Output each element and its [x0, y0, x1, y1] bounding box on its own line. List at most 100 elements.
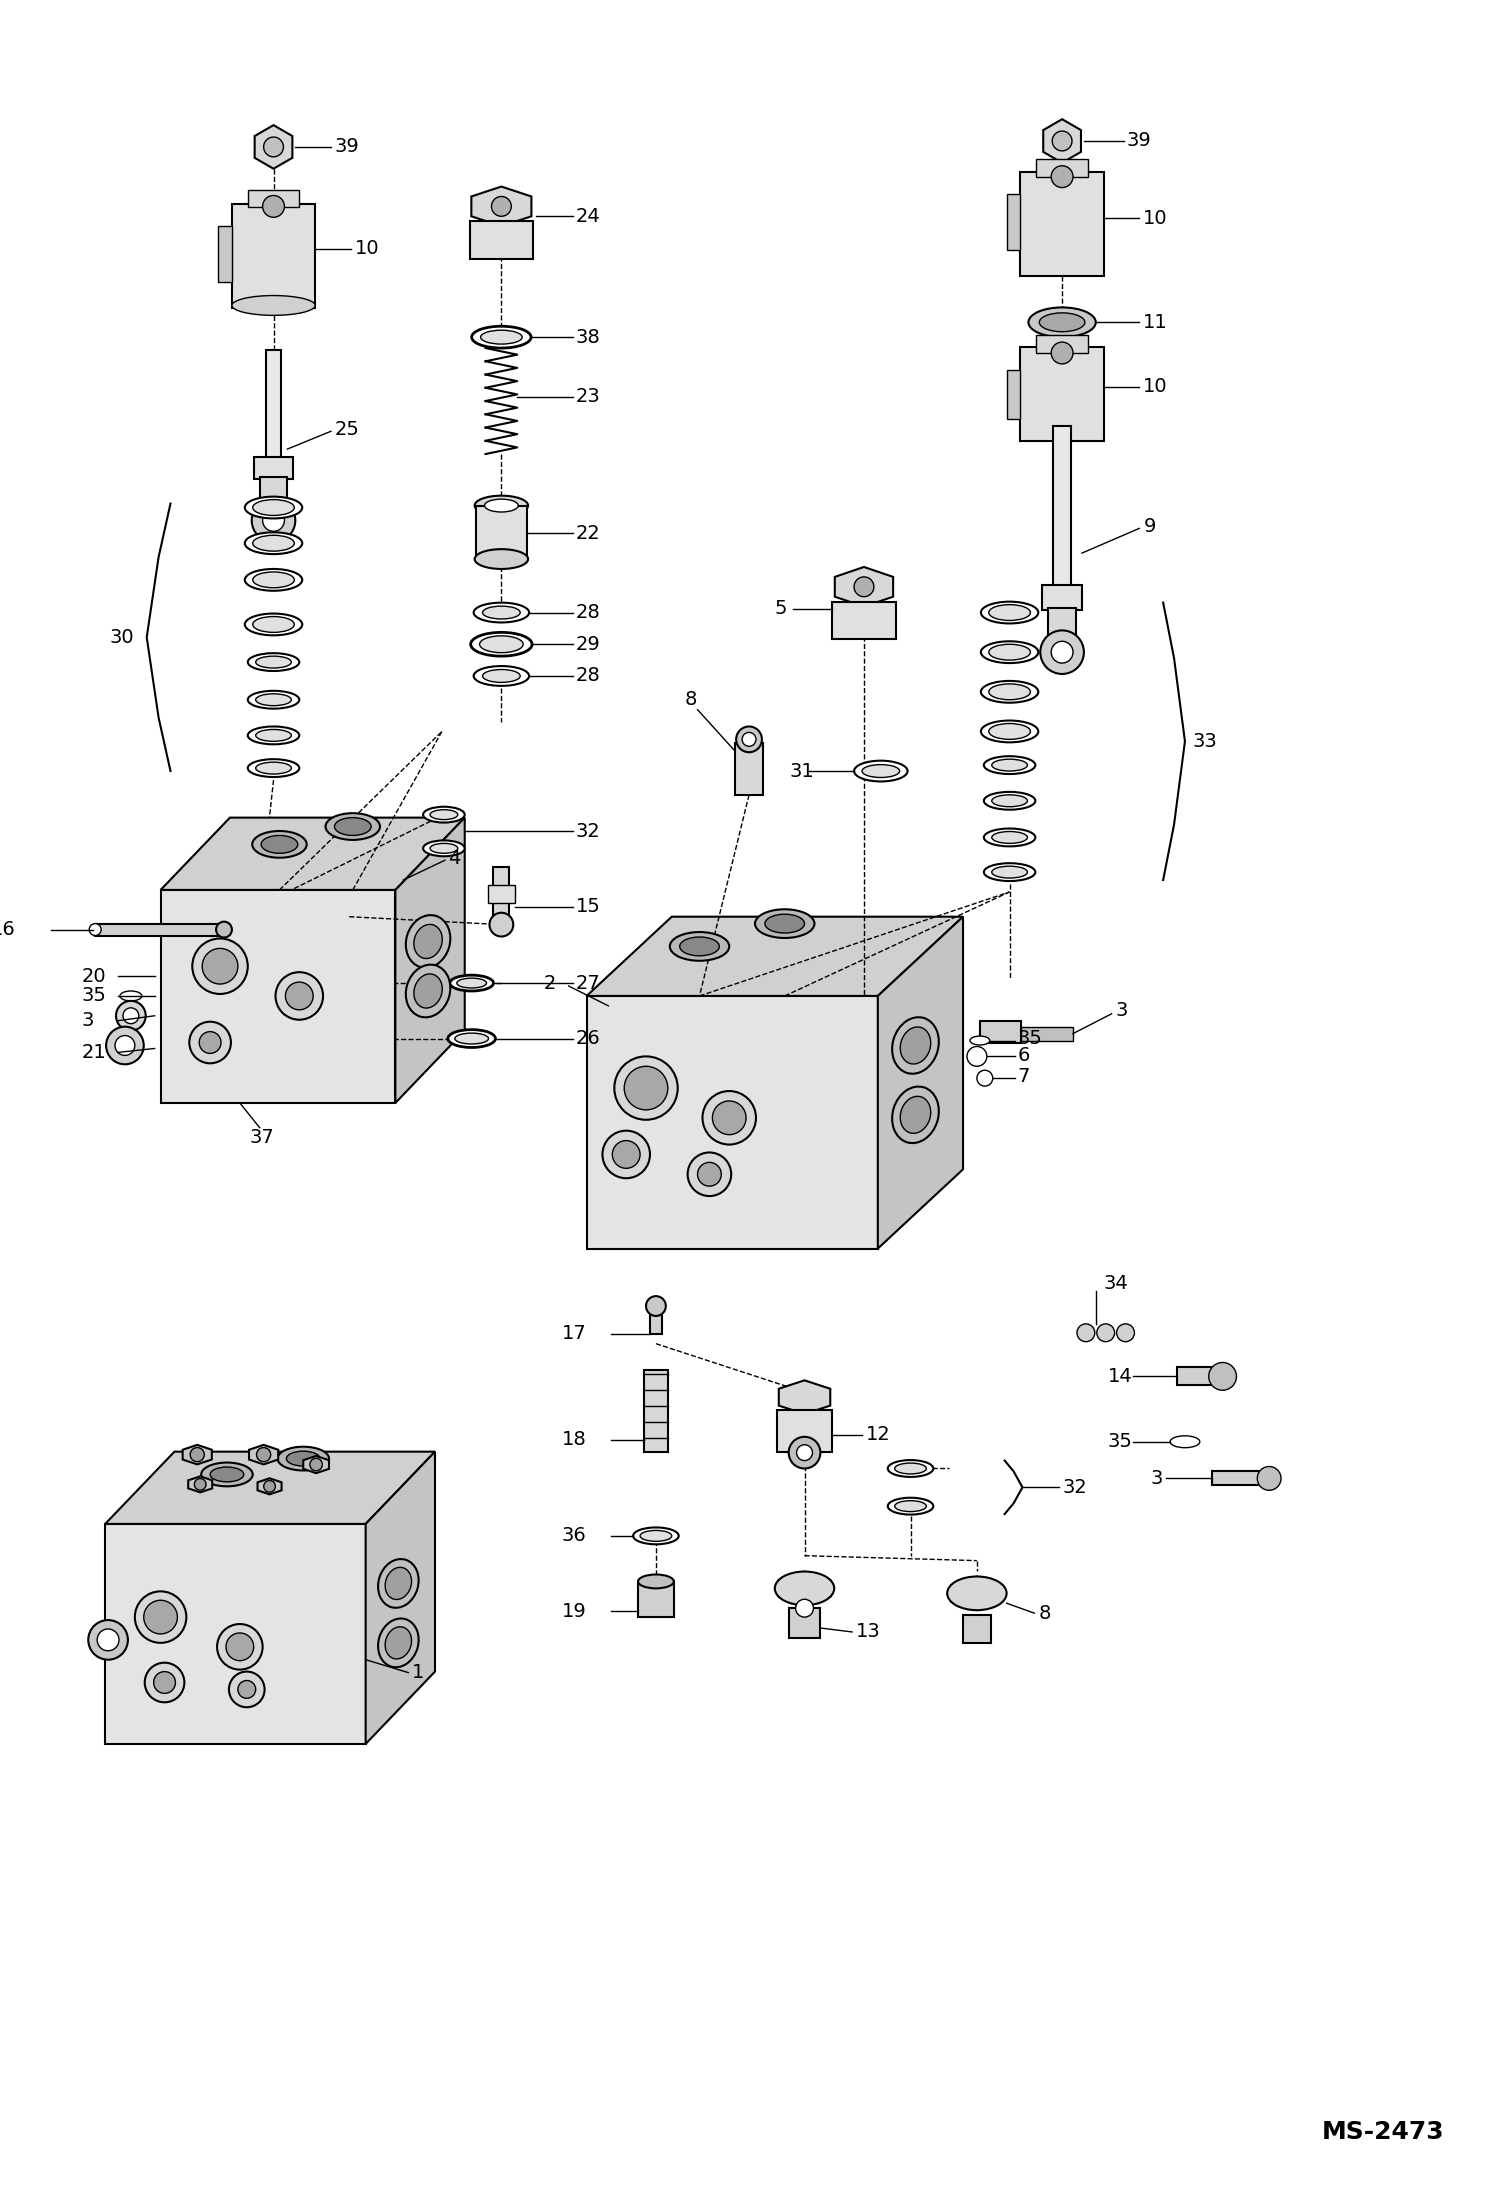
- Ellipse shape: [252, 831, 307, 857]
- Circle shape: [135, 1592, 186, 1643]
- Bar: [638, 1581, 674, 1616]
- Circle shape: [1257, 1467, 1281, 1491]
- Circle shape: [88, 1621, 127, 1660]
- Bar: [1049, 607, 1076, 649]
- Circle shape: [192, 939, 247, 993]
- Circle shape: [195, 1478, 207, 1491]
- Text: 5: 5: [774, 599, 788, 618]
- Text: 35: 35: [1107, 1432, 1132, 1452]
- Ellipse shape: [430, 844, 458, 853]
- Ellipse shape: [1170, 1436, 1200, 1447]
- Ellipse shape: [638, 1575, 674, 1588]
- Circle shape: [144, 1601, 177, 1634]
- Ellipse shape: [640, 1531, 671, 1542]
- Text: 33: 33: [1192, 732, 1218, 750]
- Ellipse shape: [377, 1618, 418, 1667]
- Ellipse shape: [406, 965, 451, 1018]
- Circle shape: [264, 136, 283, 158]
- Ellipse shape: [473, 603, 529, 623]
- Ellipse shape: [479, 636, 523, 654]
- Circle shape: [252, 498, 295, 542]
- Ellipse shape: [413, 974, 442, 1009]
- Ellipse shape: [981, 640, 1038, 662]
- Text: 31: 31: [789, 761, 815, 781]
- Ellipse shape: [244, 568, 303, 590]
- Text: 28: 28: [575, 667, 601, 686]
- Text: 17: 17: [562, 1325, 587, 1344]
- Ellipse shape: [888, 1461, 933, 1476]
- Circle shape: [602, 1132, 650, 1178]
- Polygon shape: [587, 917, 963, 996]
- Ellipse shape: [484, 500, 518, 511]
- Circle shape: [262, 195, 285, 217]
- Bar: [1053, 425, 1071, 590]
- Text: 37: 37: [250, 1127, 274, 1147]
- Ellipse shape: [634, 1529, 679, 1544]
- Circle shape: [189, 1022, 231, 1064]
- Text: 3: 3: [1150, 1469, 1162, 1487]
- Circle shape: [264, 1480, 276, 1491]
- Text: 35: 35: [81, 987, 106, 1004]
- Ellipse shape: [992, 866, 1028, 877]
- Bar: [232, 204, 315, 309]
- Ellipse shape: [457, 978, 487, 989]
- Text: 7: 7: [1017, 1066, 1031, 1086]
- Circle shape: [736, 726, 762, 752]
- Ellipse shape: [120, 991, 142, 1000]
- Circle shape: [977, 1070, 993, 1086]
- Bar: [265, 351, 282, 458]
- Ellipse shape: [325, 814, 380, 840]
- Circle shape: [202, 947, 238, 985]
- Circle shape: [1052, 640, 1073, 662]
- Ellipse shape: [422, 807, 464, 822]
- Circle shape: [199, 1031, 222, 1053]
- Ellipse shape: [482, 669, 520, 682]
- Bar: [219, 226, 232, 281]
- Circle shape: [217, 1625, 262, 1669]
- Circle shape: [797, 1445, 812, 1461]
- Ellipse shape: [1029, 307, 1095, 338]
- Circle shape: [742, 732, 756, 746]
- Text: 18: 18: [562, 1430, 587, 1450]
- Bar: [253, 456, 294, 478]
- Circle shape: [1097, 1325, 1115, 1342]
- Ellipse shape: [765, 914, 804, 932]
- Text: 8: 8: [1038, 1603, 1050, 1623]
- Ellipse shape: [992, 831, 1028, 844]
- Text: 32: 32: [1062, 1478, 1088, 1498]
- Text: 39: 39: [336, 138, 360, 156]
- Ellipse shape: [247, 759, 300, 776]
- Polygon shape: [366, 1452, 434, 1743]
- Ellipse shape: [984, 757, 1035, 774]
- Ellipse shape: [247, 726, 300, 743]
- Polygon shape: [255, 125, 292, 169]
- Ellipse shape: [277, 1447, 330, 1472]
- Bar: [96, 923, 225, 936]
- Ellipse shape: [377, 1559, 418, 1607]
- Text: 16: 16: [0, 921, 16, 939]
- Bar: [1007, 371, 1020, 419]
- Text: 38: 38: [575, 327, 601, 346]
- Text: 34: 34: [1104, 1274, 1128, 1292]
- Circle shape: [646, 1296, 665, 1316]
- Ellipse shape: [893, 1086, 939, 1143]
- Ellipse shape: [261, 836, 298, 853]
- Circle shape: [1052, 167, 1073, 189]
- Bar: [1020, 346, 1104, 441]
- Bar: [487, 886, 515, 904]
- Circle shape: [115, 1035, 135, 1055]
- Ellipse shape: [253, 535, 294, 550]
- Ellipse shape: [253, 500, 294, 515]
- Circle shape: [703, 1092, 756, 1145]
- Ellipse shape: [894, 1500, 926, 1511]
- Bar: [1212, 1472, 1269, 1485]
- Polygon shape: [105, 1524, 366, 1743]
- Text: 15: 15: [575, 897, 601, 917]
- Ellipse shape: [989, 645, 1031, 660]
- Bar: [777, 1410, 833, 1452]
- Ellipse shape: [472, 327, 532, 349]
- Circle shape: [854, 577, 873, 596]
- Ellipse shape: [448, 1031, 496, 1048]
- Ellipse shape: [256, 693, 291, 706]
- Bar: [833, 601, 896, 640]
